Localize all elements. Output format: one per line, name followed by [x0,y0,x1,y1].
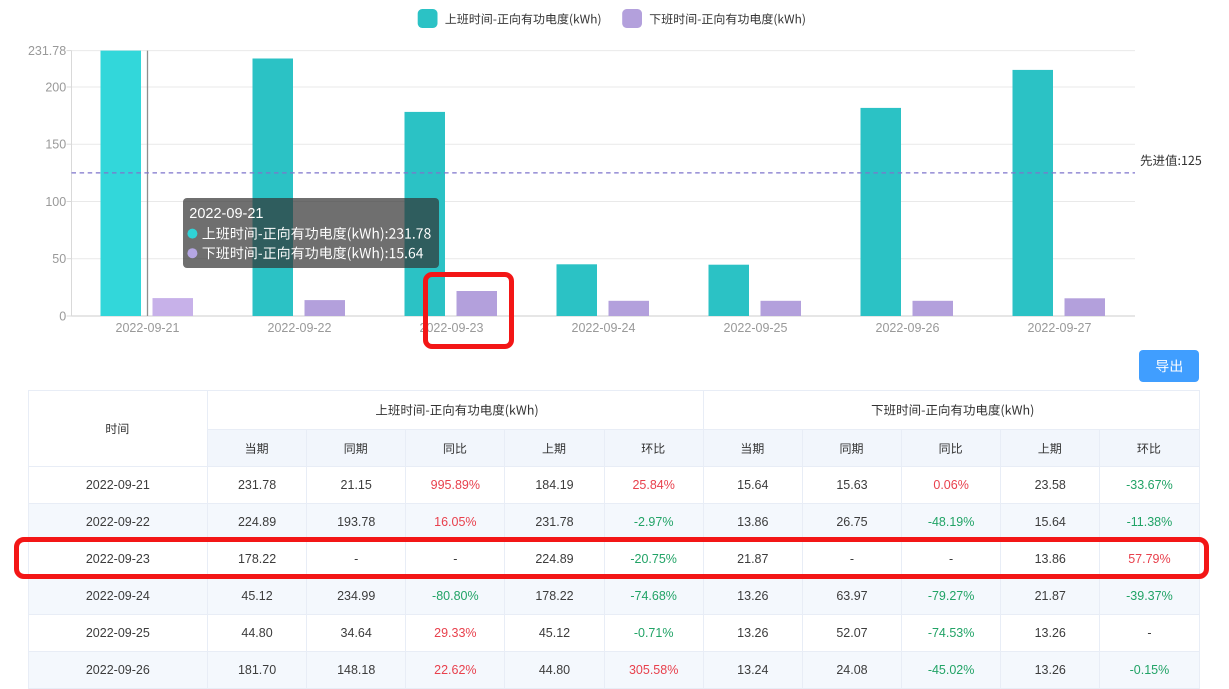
svg-text:2022-09-25: 2022-09-25 [724,321,788,335]
svg-text:2022-09-23: 2022-09-23 [420,321,484,335]
svg-text:2022-09-21: 2022-09-21 [116,321,180,335]
svg-text:2022-09-21: 2022-09-21 [189,206,263,222]
svg-text:2022-09-24: 2022-09-24 [572,321,636,335]
svg-text:200: 200 [45,80,66,94]
svg-text:50: 50 [52,252,66,266]
svg-text:231.78: 231.78 [28,44,66,58]
svg-text:100: 100 [45,195,66,209]
svg-text:0: 0 [59,309,66,323]
svg-text:2022-09-22: 2022-09-22 [268,321,332,335]
svg-text:2022-09-27: 2022-09-27 [1028,321,1092,335]
svg-text:150: 150 [45,138,66,152]
svg-text:2022-09-26: 2022-09-26 [876,321,940,335]
